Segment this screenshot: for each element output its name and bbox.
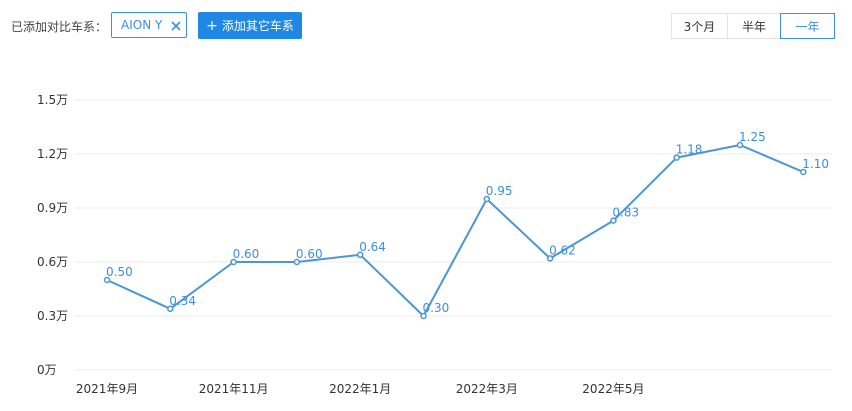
data-label: 0.34 bbox=[169, 294, 196, 308]
data-label: 0.60 bbox=[296, 247, 323, 261]
y-tick-label: 1.5万 bbox=[37, 93, 68, 107]
data-label: 0.60 bbox=[233, 247, 260, 261]
range-tab-half-year[interactable]: 半年 bbox=[727, 13, 780, 39]
add-series-label: 添加其它车系 bbox=[221, 19, 294, 33]
data-point bbox=[800, 168, 807, 176]
x-tick-label: 2021年11月 bbox=[199, 382, 269, 396]
x-tick-label: 2022年5月 bbox=[582, 382, 644, 396]
compare-toolbar: 已添加对比车系： AION Y + 添加其它车系 3个月 半年 一年 bbox=[0, 0, 852, 50]
range-tab-3-months[interactable]: 3个月 bbox=[671, 13, 727, 39]
data-point bbox=[610, 217, 617, 224]
data-label: 0.30 bbox=[423, 301, 450, 315]
x-tick-label: 2021年9月 bbox=[76, 382, 138, 396]
data-label: 0.62 bbox=[549, 243, 576, 257]
data-label: 1.18 bbox=[676, 143, 703, 157]
data-label: 0.83 bbox=[612, 206, 639, 220]
data-point bbox=[420, 312, 427, 320]
close-icon[interactable] bbox=[171, 20, 181, 31]
y-tick-label: 0.9万 bbox=[37, 201, 68, 215]
y-tick-label: 0.3万 bbox=[37, 309, 68, 323]
plus-icon: + bbox=[206, 17, 218, 34]
y-tick-label: 0万 bbox=[37, 363, 57, 377]
data-point bbox=[546, 255, 554, 262]
series-line bbox=[106, 144, 804, 317]
y-tick-label: 0.6万 bbox=[37, 255, 68, 269]
data-point bbox=[230, 258, 237, 266]
series-chip-label: AION Y bbox=[121, 18, 163, 32]
data-point bbox=[293, 258, 301, 266]
data-point bbox=[673, 154, 680, 161]
compare-label: 已添加对比车系： bbox=[11, 20, 108, 34]
x-tick-label: 2022年1月 bbox=[329, 382, 391, 396]
add-series-button[interactable]: + 添加其它车系 bbox=[198, 12, 302, 39]
data-label: 1.10 bbox=[802, 157, 829, 171]
data-label: 0.64 bbox=[359, 240, 386, 254]
range-tab-one-year[interactable]: 一年 bbox=[780, 13, 835, 39]
data-label: 0.50 bbox=[106, 265, 133, 279]
data-point bbox=[103, 276, 111, 284]
data-label: 0.95 bbox=[486, 184, 513, 198]
data-label: 1.25 bbox=[739, 130, 766, 144]
data-point bbox=[356, 251, 364, 259]
y-tick-label: 1.2万 bbox=[37, 147, 68, 161]
data-point bbox=[736, 141, 744, 149]
data-point bbox=[483, 195, 491, 203]
x-tick-label: 2022年3月 bbox=[456, 382, 518, 396]
data-point bbox=[167, 305, 174, 313]
series-chip-aion-y[interactable]: AION Y bbox=[111, 12, 187, 38]
